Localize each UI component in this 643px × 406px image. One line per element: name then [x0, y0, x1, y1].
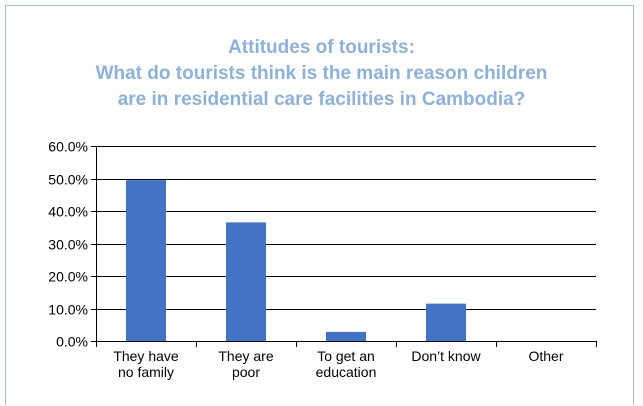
y-tick-label: 10.0%	[48, 302, 88, 318]
x-tick-label: They are	[218, 348, 273, 364]
y-tick-label: 30.0%	[48, 237, 88, 253]
x-tick-label: To get an	[317, 348, 375, 364]
x-tick-label: poor	[232, 364, 260, 380]
labels: 0.0% 10.0% 20.0% 30.0% 40.0% 50.0% 60.0% They h…	[48, 139, 564, 381]
chart-title-line-3: are in residential care facilities in Ca…	[117, 89, 526, 110]
bar	[426, 303, 466, 341]
y-tick-label: 0.0%	[56, 334, 88, 350]
chart-title-line-2: What do tourists think is the main reaso…	[95, 63, 548, 84]
x-tick-label: education	[316, 364, 377, 380]
y-tick-label: 20.0%	[48, 269, 88, 285]
bars	[126, 180, 466, 341]
y-tick-label: 60.0%	[48, 139, 88, 155]
chart-frame	[5, 5, 634, 405]
bar	[126, 180, 166, 341]
gridlines	[96, 146, 596, 342]
x-tick-label: no family	[118, 364, 174, 380]
bar	[326, 331, 366, 341]
y-tick-label: 50.0%	[48, 172, 88, 188]
chart-title-line-1: Attitudes of tourists:	[228, 37, 415, 58]
x-tick-label: They have	[113, 348, 179, 364]
y-tick-label: 40.0%	[48, 204, 88, 220]
axes	[91, 146, 597, 347]
x-tick-label: Other	[528, 348, 563, 364]
bar	[226, 222, 266, 341]
x-tick-label: Don’t know	[411, 348, 481, 364]
